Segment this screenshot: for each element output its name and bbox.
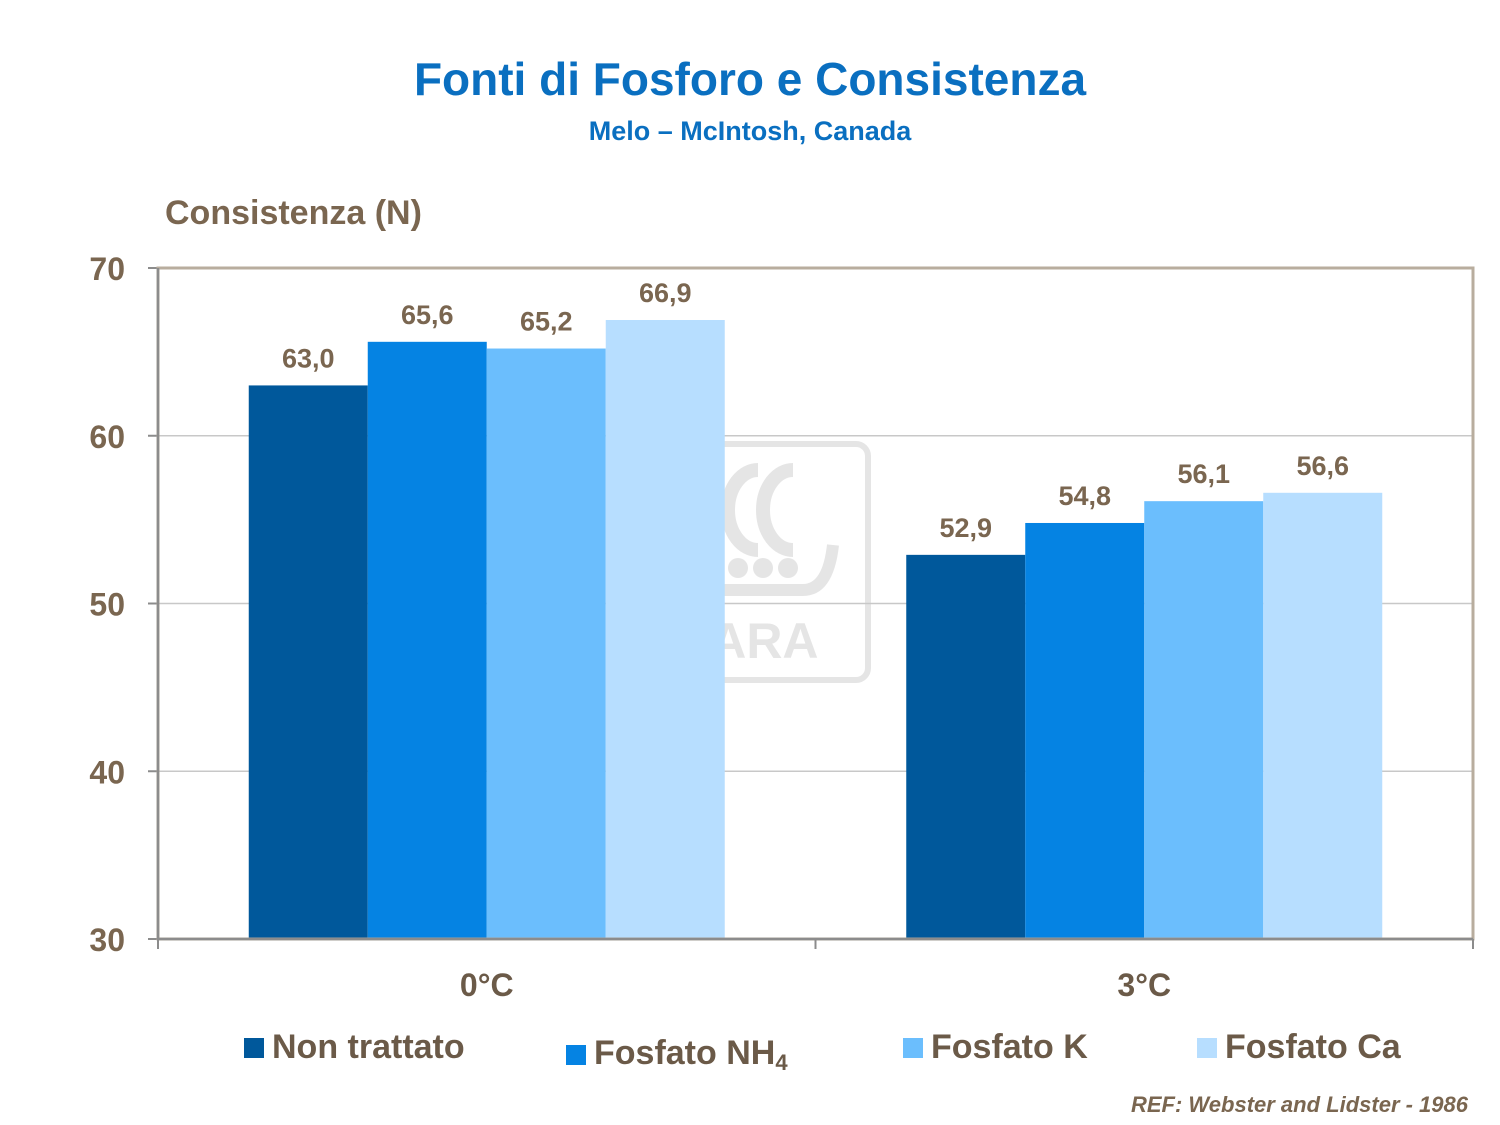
bar-0-0: [248, 385, 368, 939]
legend-label-non-trattato: Non trattato: [272, 1028, 465, 1066]
legend-swatch-non-trattato: [244, 1037, 264, 1058]
chart-subtitle: Melo – McIntosh, Canada: [588, 116, 912, 146]
data-label-1-1: 54,8: [1058, 481, 1111, 511]
data-label-0-1: 65,6: [401, 300, 454, 330]
bar-0-2: [486, 348, 606, 939]
bar-0-3: [605, 320, 725, 939]
legend-swatch-fosfato-ca: [1197, 1037, 1217, 1058]
legend-item-fosfato-ca: Fosfato Ca: [1197, 1028, 1401, 1067]
y-tick-label: 70: [89, 251, 125, 287]
legend-item-fosfato-k: Fosfato K: [903, 1028, 1088, 1067]
data-label-0-3: 66,9: [639, 278, 692, 308]
legend: Non trattato Fosfato NH4 Fosfato K Fosfa…: [0, 1028, 1500, 1078]
bar-1-0: [906, 554, 1026, 939]
bar-1-3: [1263, 492, 1383, 939]
data-label-0-0: 63,0: [282, 343, 335, 373]
legend-label-fosfato-ca: Fosfato Ca: [1225, 1028, 1401, 1066]
y-tick-label: 60: [89, 419, 125, 455]
bar-1-2: [1144, 501, 1264, 939]
legend-swatch-fosfato-nh4: [566, 1045, 586, 1065]
data-label-1-3: 56,6: [1296, 451, 1349, 481]
data-label-1-0: 52,9: [939, 513, 992, 543]
y-tick-label: 50: [89, 587, 125, 623]
chart-title: Fonti di Fosforo e Consistenza: [413, 53, 1087, 105]
legend-label-fosfato-k: Fosfato K: [931, 1028, 1088, 1066]
x-tick-label: 3°C: [1117, 967, 1171, 1003]
legend-item-non-trattato: Non trattato: [244, 1028, 465, 1067]
bar-1-1: [1025, 522, 1145, 939]
legend-label-fosfato-nh4: Fosfato NH4: [594, 1034, 788, 1075]
legend-swatch-fosfato-k: [903, 1037, 923, 1058]
y-tick-label: 30: [89, 922, 125, 958]
reference-note: REF: Webster and Lidster - 1986: [1130, 1092, 1468, 1117]
y-axis-label: Consistenza (N): [165, 194, 422, 232]
data-label-0-2: 65,2: [520, 307, 573, 337]
x-tick-label: 0°C: [460, 967, 514, 1003]
axes: 70 60 50 40 30 0°C 3°C: [89, 251, 1475, 1003]
bars: [248, 320, 1383, 939]
y-tick-label: 40: [89, 754, 125, 790]
data-labels: 63,0 65,6 65,2 66,9 52,9 54,8 56,1 56,6: [282, 278, 1349, 543]
legend-item-fosfato-nh4: Fosfato NH4: [566, 1034, 788, 1076]
bar-chart: 63,0 65,6 65,2 66,9 52,9 54,8 56,1 56,6 70 60 50 4…: [89, 251, 1475, 1003]
bar-0-1: [367, 341, 487, 939]
data-label-1-2: 56,1: [1177, 459, 1230, 489]
